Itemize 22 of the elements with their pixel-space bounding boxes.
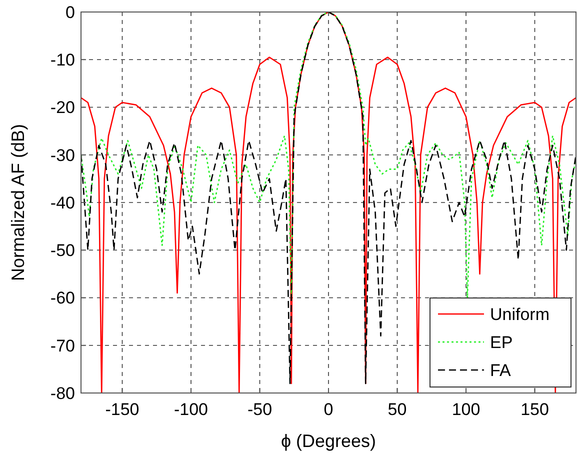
x-tick-label: 50 bbox=[388, 400, 407, 419]
x-axis-title: ϕ (Degrees) bbox=[280, 431, 376, 451]
line-series bbox=[81, 12, 576, 298]
x-tick-label: 0 bbox=[324, 400, 334, 419]
legend-label: EP bbox=[490, 332, 513, 352]
x-tick-label: -150 bbox=[105, 400, 140, 419]
y-tick-label: 0 bbox=[66, 2, 75, 22]
x-tick-label: 150 bbox=[520, 400, 549, 419]
x-tick-label: -100 bbox=[174, 400, 208, 419]
y-axis-title: Normalized AF (dB) bbox=[8, 124, 28, 282]
y-tick-label: -20 bbox=[50, 98, 75, 118]
y-tick-label: -60 bbox=[50, 288, 75, 308]
legend-label: FA bbox=[490, 360, 512, 380]
y-tick-label: -40 bbox=[50, 193, 75, 212]
y-tick-label: -70 bbox=[50, 336, 75, 356]
legend-label: Uniform bbox=[490, 304, 550, 324]
y-tick-label: -50 bbox=[50, 241, 75, 260]
y-tick-label: -80 bbox=[50, 384, 75, 403]
x-tick-label: -50 bbox=[247, 400, 272, 419]
y-tick-label: -10 bbox=[50, 50, 75, 70]
x-tick-label: 100 bbox=[452, 400, 480, 419]
y-tick-label: -30 bbox=[50, 146, 75, 165]
